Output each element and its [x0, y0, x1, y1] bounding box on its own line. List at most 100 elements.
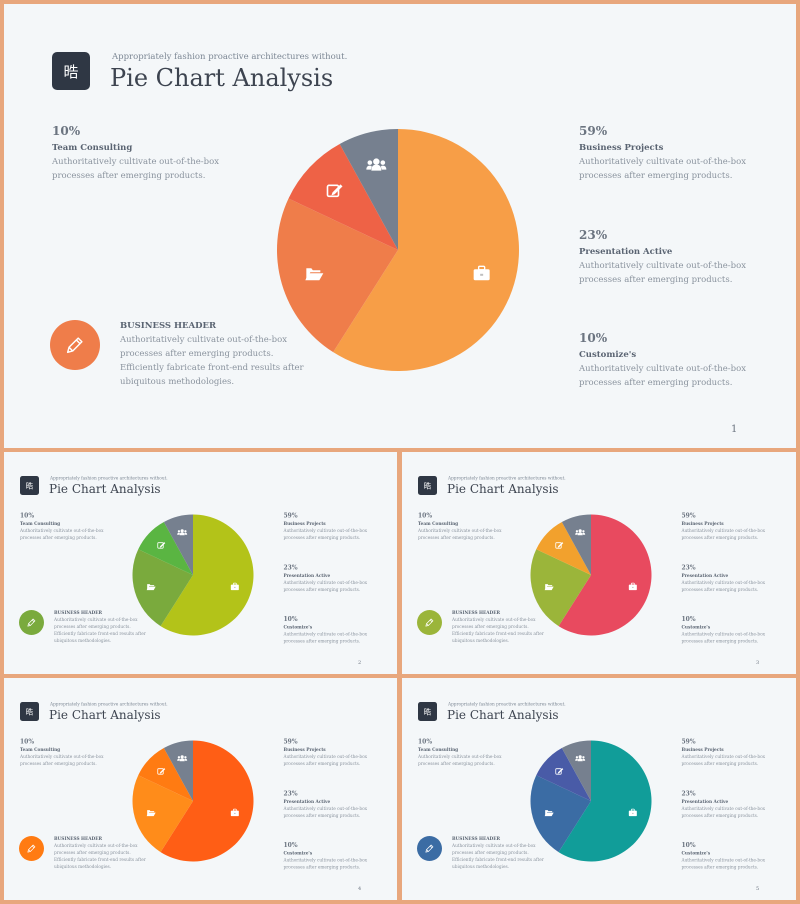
stat-heading: Team Consulting: [418, 521, 459, 527]
slide-title: Pie Chart Analysis: [447, 482, 559, 496]
business-heading: BUSINESS HEADER: [452, 836, 501, 842]
slide-subtitle: Appropriately fashion proactive architec…: [50, 476, 168, 481]
stat-block-business-projects: 59% Business Projects Authoritatively cu…: [682, 512, 777, 542]
stat-block-team-consulting: 10% Team Consulting Authoritatively cult…: [418, 512, 513, 542]
stat-heading: Team Consulting: [20, 747, 61, 753]
logo-box: 晧: [52, 52, 90, 90]
slide-title: Pie Chart Analysis: [49, 482, 161, 496]
pencil-icon: [425, 618, 434, 627]
pie-chart: [530, 514, 652, 636]
stat-heading: Customize's: [681, 851, 711, 856]
stat-heading: Business Projects: [283, 747, 326, 753]
edit-icon: [157, 542, 166, 549]
pie-slice-team-consulting: [536, 747, 591, 801]
pie-slice-business-projects: [160, 740, 254, 862]
stat-description: Authoritatively cultivate out-of-the-box…: [579, 364, 747, 388]
users-icon: [366, 158, 387, 171]
stat-block-team-consulting: 10% Team Consulting Authoritatively cult…: [20, 512, 115, 542]
stat-heading: Customize's: [283, 625, 313, 630]
stat-heading: Business Projects: [579, 143, 664, 153]
stat-percent: 10%: [20, 738, 35, 745]
stat-block-presentation-active: 23% Presentation Active Authoritatively …: [682, 790, 777, 820]
pie-slice-presentation-active: [132, 775, 193, 853]
folder-open-icon: [544, 584, 554, 591]
slide-2: 晧 Appropriately fashion proactive archit…: [4, 452, 397, 674]
stat-percent: 59%: [283, 738, 298, 745]
folder-open-icon: [146, 810, 156, 817]
stat-block-team-consulting: 10% Team Consulting Authoritatively cult…: [20, 738, 115, 768]
pie-slice-customize-s: [163, 514, 193, 575]
pencil-icon: [66, 337, 83, 354]
business-heading: BUSINESS HEADER: [120, 321, 217, 331]
stat-description: Authoritatively cultivate out-of-the-box…: [579, 157, 747, 181]
business-heading: BUSINESS HEADER: [452, 610, 501, 616]
briefcase-icon: [628, 808, 637, 817]
business-block: BUSINESS HEADER Authoritatively cultivat…: [120, 320, 312, 389]
stat-percent: 23%: [283, 564, 298, 571]
stat-percent: 10%: [418, 512, 433, 519]
stat-heading: Customize's: [681, 625, 711, 630]
pencil-circle: [417, 610, 442, 635]
stat-heading: Business Projects: [681, 747, 724, 753]
stat-description: Authoritatively cultivate out-of-the-box…: [418, 754, 502, 767]
stat-heading: Customize's: [283, 851, 313, 856]
pie-slice-presentation-active: [132, 549, 193, 627]
pie-slice-team-consulting: [288, 143, 398, 250]
pencil-circle: [19, 836, 44, 861]
stat-heading: Team Consulting: [20, 521, 61, 527]
logo-box: 晧: [418, 702, 437, 721]
business-block: BUSINESS HEADER Authoritatively cultivat…: [54, 836, 150, 871]
business-heading: BUSINESS HEADER: [54, 836, 103, 842]
stat-description: Authoritatively cultivate out-of-the-box…: [681, 528, 766, 541]
stat-description: Authoritatively cultivate out-of-the-box…: [681, 632, 766, 644]
pencil-circle: [50, 320, 100, 370]
stat-percent: 23%: [681, 790, 696, 797]
stat-block-presentation-active: 23% Presentation Active Authoritatively …: [284, 564, 379, 594]
stat-heading: Customize's: [579, 350, 637, 360]
stat-percent: 59%: [579, 124, 608, 138]
folder-open-icon: [544, 810, 554, 817]
stat-block-team-consulting: 10% Team Consulting Authoritatively cult…: [52, 124, 242, 183]
stat-description: Authoritatively cultivate out-of-the-box…: [283, 806, 368, 819]
page-number: 4: [358, 886, 362, 892]
stat-heading: Presentation Active: [681, 573, 729, 579]
users-icon: [177, 755, 188, 762]
stat-description: Authoritatively cultivate out-of-the-box…: [283, 528, 368, 541]
pie-slice-business-projects: [333, 129, 519, 371]
slide-3: 晧 Appropriately fashion proactive archit…: [402, 452, 796, 674]
briefcase-icon: [230, 808, 239, 817]
stat-percent: 10%: [283, 841, 298, 849]
pie-chart: [277, 129, 519, 371]
pencil-circle: [19, 610, 44, 635]
pie-slice-business-projects: [558, 740, 652, 862]
stat-heading: Team Consulting: [418, 747, 459, 753]
stat-description: Authoritatively cultivate out-of-the-box…: [283, 580, 368, 593]
logo-box: 晧: [418, 476, 437, 495]
users-icon: [177, 529, 188, 536]
pie-chart: [530, 740, 652, 862]
stat-heading: Business Projects: [283, 521, 326, 527]
stat-block-team-consulting: 10% Team Consulting Authoritatively cult…: [418, 738, 513, 768]
page-number: 3: [756, 660, 760, 666]
pencil-icon: [425, 844, 434, 853]
slide-1: 晧 Appropriately fashion proactive archit…: [4, 4, 796, 448]
pie-slice-customize-s: [561, 514, 591, 575]
stat-heading: Team Consulting: [52, 143, 133, 153]
slide-subtitle: Appropriately fashion proactive architec…: [448, 702, 566, 707]
briefcase-icon: [230, 582, 239, 591]
stat-block-customize: 10% Customize's Authoritatively cultivat…: [284, 842, 379, 872]
stat-description: Authoritatively cultivate out-of-the-box…: [52, 157, 220, 181]
users-icon: [575, 529, 586, 536]
pie-slice-team-consulting: [138, 747, 193, 801]
stat-heading: Presentation Active: [283, 573, 331, 579]
stat-description: Authoritatively cultivate out-of-the-box…: [418, 528, 502, 541]
stat-block-presentation-active: 23% Presentation Active Authoritatively …: [284, 790, 379, 820]
stat-block-customize: 10% Customize's Authoritatively cultivat…: [284, 616, 379, 646]
stat-percent: 23%: [579, 228, 608, 242]
stat-block-customize: 10% Customize's Authoritatively cultivat…: [579, 331, 769, 390]
stat-heading: Business Projects: [681, 521, 724, 527]
slide-subtitle: Appropriately fashion proactive architec…: [50, 702, 168, 707]
pencil-icon: [27, 844, 36, 853]
edit-icon: [157, 768, 166, 775]
pie-chart: [132, 514, 254, 636]
